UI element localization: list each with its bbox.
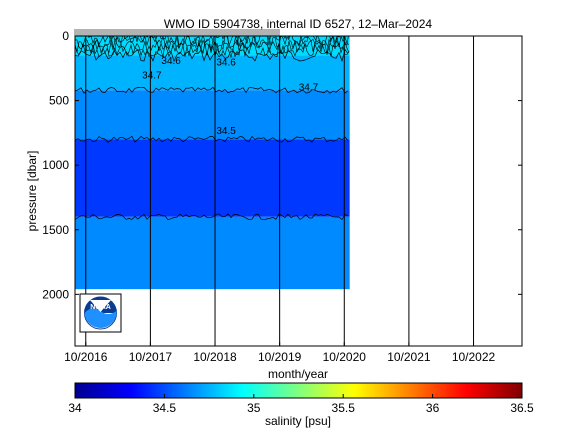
- x-tick-label: 10/2019: [258, 350, 302, 364]
- noaa-logo: NOAA: [79, 293, 122, 333]
- contour-line-3: [75, 213, 349, 221]
- x-tick-label: 10/2021: [387, 350, 431, 364]
- contour-line-1: [75, 86, 349, 94]
- contour-line-2: [75, 135, 349, 143]
- x-tick-label: 10/2020: [323, 350, 367, 364]
- colorbar-tick-label: 36.5: [510, 401, 534, 415]
- contour-label-3: 34.5: [216, 126, 236, 137]
- contour-label-2: 34.7: [142, 71, 162, 82]
- x-axis: 10/2016 10/2017 10/2018 10/2019 10/2020 10/20…: [64, 29, 496, 364]
- salinity-layer-0: [75, 36, 350, 56]
- surface-contour-3: [75, 42, 350, 59]
- x-tick-label: 10/2016: [64, 350, 108, 364]
- x-tick-label: 10/2018: [193, 350, 237, 364]
- y-axis-title: pressure [dbar]: [25, 151, 39, 232]
- colorbar-tick-label: 34: [68, 401, 82, 415]
- salinity-layer-1: [75, 55, 350, 91]
- y-tick-label: 1000: [42, 158, 69, 172]
- salinity-layer-2: [75, 90, 350, 140]
- surface-contour-0: [80, 36, 349, 47]
- colorbar-tick-label: 34.5: [153, 401, 177, 415]
- chart-title: WMO ID 5904738, internal ID 6527, 12–Mar…: [164, 17, 432, 31]
- salinity-layer-4: [75, 216, 350, 290]
- x-tick-label: 10/2022: [452, 350, 496, 364]
- colorbar-tick-label: 35: [247, 401, 261, 415]
- salinity-layer-3: [75, 139, 350, 217]
- y-tick-label: 500: [49, 94, 69, 108]
- surface-contour-1: [75, 36, 350, 51]
- contour-label-1: 34.6: [216, 58, 236, 69]
- colorbar-tick-label: 36: [426, 401, 440, 415]
- contour-label-4: 34.7: [299, 82, 319, 93]
- noaa-logo-text: NOAA: [90, 304, 111, 311]
- y-axis: 0 500 1000 1500 2000: [42, 29, 522, 301]
- contour-label-0: 34.6: [161, 56, 181, 67]
- y-tick-label: 1500: [42, 223, 69, 237]
- salinity-field: [75, 36, 350, 290]
- y-tick-label: 2000: [42, 287, 69, 301]
- contour-lines: 34.6 34.6 34.7 34.5 34.7: [75, 36, 350, 221]
- surface-contour-2: [75, 38, 350, 54]
- colorbar: [74, 382, 523, 399]
- colorbar-title: salinity [psu]: [265, 414, 331, 428]
- colorbar-ticks: 34 34.5 35 35.5 36 36.5: [68, 394, 534, 415]
- x-tick-label: 10/2017: [129, 350, 173, 364]
- contour-line-0: [75, 48, 349, 63]
- year-lines: [85, 36, 475, 346]
- plot-frame: [74, 35, 523, 347]
- colorbar-tick-label: 35.5: [332, 401, 356, 415]
- y-tick-label: 0: [62, 29, 69, 43]
- x-axis-title: month/year: [268, 367, 328, 381]
